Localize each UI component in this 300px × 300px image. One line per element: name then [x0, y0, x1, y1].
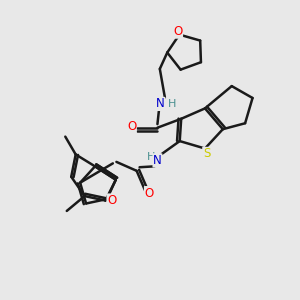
Text: O: O — [173, 25, 182, 38]
Text: N: N — [153, 154, 162, 167]
Text: H: H — [147, 152, 155, 162]
Text: O: O — [145, 187, 154, 200]
Text: O: O — [127, 120, 136, 133]
Text: N: N — [156, 98, 165, 110]
Text: O: O — [107, 194, 116, 207]
Text: S: S — [203, 147, 210, 161]
Text: H: H — [167, 99, 176, 109]
